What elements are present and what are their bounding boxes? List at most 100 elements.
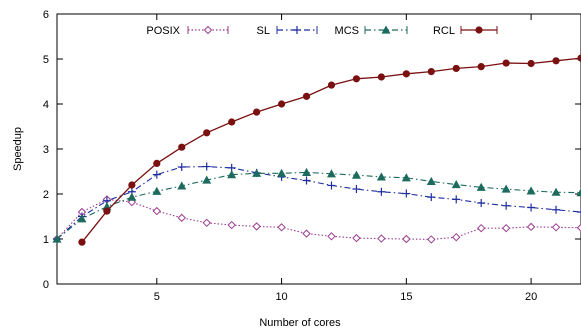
sl-point	[402, 189, 411, 198]
mcs-point	[576, 188, 581, 197]
legend-item-posix: POSIX	[146, 25, 229, 37]
sl-point	[477, 199, 486, 207]
series-posix	[52, 195, 581, 244]
mcs-point	[551, 187, 561, 196]
x-tick-label: 15	[400, 291, 412, 303]
sl-point	[427, 193, 436, 202]
mcs-point	[227, 170, 237, 179]
posix-point	[402, 234, 411, 244]
rcl-point	[402, 70, 410, 78]
mcs-point	[52, 234, 62, 243]
rcl-point	[352, 75, 361, 83]
x-tick-label: 5	[154, 291, 160, 303]
rcl-point	[377, 73, 385, 81]
rcl-point	[103, 207, 111, 215]
mcs-point	[451, 180, 461, 189]
rcl-point	[527, 59, 535, 68]
mcs-point	[501, 184, 511, 193]
mcs-point	[326, 169, 336, 178]
mcs-point	[351, 170, 361, 179]
mcs-point	[426, 176, 436, 185]
series-mcs	[52, 167, 581, 243]
rcl-point	[302, 92, 311, 100]
sl-line	[56, 166, 581, 240]
sl-point	[577, 208, 581, 216]
legend-marker-posix	[203, 25, 213, 35]
mcs-point	[401, 173, 411, 182]
y-tick-label: 2	[43, 189, 49, 201]
posix-point	[476, 223, 486, 233]
y-tick-label: 0	[43, 279, 49, 291]
posix-point	[152, 206, 162, 216]
sl-point	[302, 176, 311, 185]
rcl-point	[228, 118, 236, 126]
posix-point	[576, 223, 581, 232]
rcl-point	[577, 54, 581, 62]
sl-point	[177, 163, 186, 171]
mcs-point	[152, 186, 162, 195]
y-tick-label: 4	[43, 99, 49, 111]
mcs-point	[376, 172, 386, 181]
y-tick-label: 3	[43, 144, 49, 156]
legend-item-sl: SL	[257, 25, 318, 37]
legend-label-sl: SL	[257, 25, 270, 37]
x-tick-label: 10	[275, 291, 287, 303]
posix-point	[352, 233, 361, 243]
rcl-point	[153, 159, 161, 167]
posix-point	[227, 220, 236, 230]
rcl-point	[502, 59, 510, 67]
legend-marker-sl	[293, 26, 301, 34]
posix-point	[177, 213, 186, 223]
rcl-point	[128, 181, 136, 189]
legend-item-mcs: MCS	[335, 25, 408, 37]
posix-point	[277, 223, 286, 232]
sl-point	[552, 205, 561, 214]
rcl-point	[253, 108, 261, 116]
posix-point	[302, 229, 311, 238]
sl-point	[202, 162, 211, 171]
legend-marker-rcl	[475, 26, 483, 34]
sl-point	[352, 185, 361, 194]
mcs-point	[526, 186, 536, 195]
rcl-point	[178, 143, 186, 151]
legend-item-rcl: RCL	[433, 25, 498, 37]
rcl-point	[452, 64, 460, 73]
posix-point	[252, 222, 261, 231]
sl-point	[152, 170, 161, 179]
mcs-point	[127, 192, 137, 201]
rcl-point	[552, 57, 560, 65]
y-tick-label: 1	[43, 234, 49, 246]
mcs-point	[277, 168, 287, 177]
mcs-point	[77, 214, 87, 223]
plot-frame	[56, 13, 581, 285]
sl-point	[452, 195, 461, 204]
posix-point	[551, 223, 561, 232]
legend-label-rcl: RCL	[433, 25, 455, 37]
mcs-point	[202, 175, 212, 184]
posix-point	[501, 223, 511, 233]
axis-ticks: 0 1 2 3 4 5 6 5 10 15 20	[43, 9, 581, 303]
mcs-line	[56, 171, 581, 240]
posix-point	[202, 218, 211, 228]
posix-line	[56, 198, 581, 240]
rcl-point	[78, 238, 86, 246]
legend-marker-mcs	[381, 25, 391, 34]
posix-point	[427, 235, 436, 244]
legend: POSIX SL MCS RCL	[146, 25, 498, 37]
sl-point	[327, 181, 336, 190]
rcl-point	[477, 63, 485, 71]
posix-point	[452, 232, 461, 242]
series-rcl	[78, 54, 581, 246]
posix-point	[377, 234, 386, 243]
mcs-point	[302, 167, 312, 176]
rcl-point	[427, 68, 435, 76]
legend-label-mcs: MCS	[335, 25, 359, 37]
x-tick-label: 20	[525, 291, 537, 303]
mcs-point	[177, 181, 187, 190]
y-tick-label: 6	[43, 9, 49, 21]
y-axis-label: Speedup	[12, 127, 24, 171]
rcl-point	[277, 100, 286, 108]
mcs-point	[252, 168, 262, 177]
x-axis-label: Number of cores	[259, 317, 341, 328]
posix-point	[526, 222, 536, 232]
